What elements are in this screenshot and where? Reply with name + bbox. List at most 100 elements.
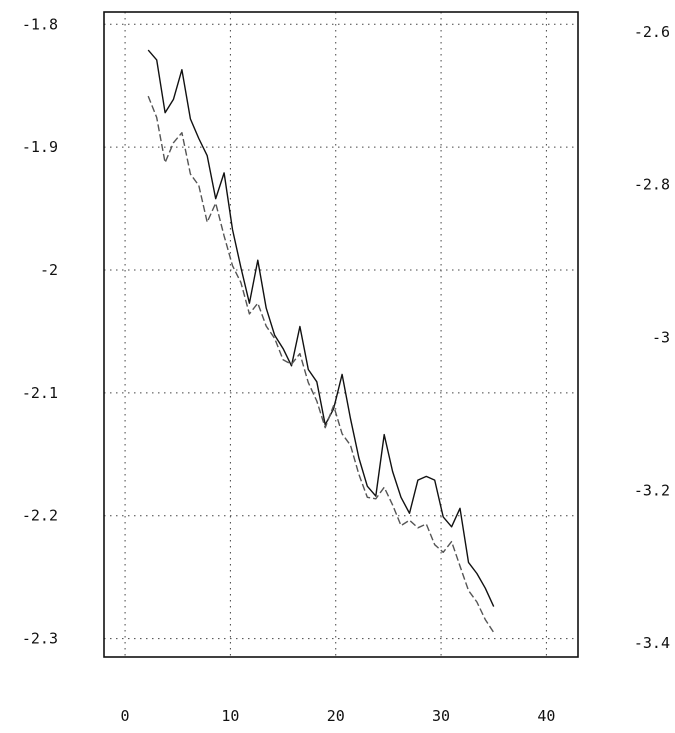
data-point (147, 95, 149, 97)
data-point (442, 551, 444, 553)
data-point (417, 527, 419, 529)
data-point (198, 137, 200, 139)
data-point (257, 259, 259, 261)
y-left-tick-label: -2.3 (22, 630, 58, 648)
data-point (248, 313, 250, 315)
y-right-tick-label: -3.2 (634, 481, 670, 499)
data-point (383, 433, 385, 435)
data-point (484, 618, 486, 620)
data-point (307, 368, 309, 370)
data-point (215, 202, 217, 204)
data-point (366, 485, 368, 487)
y-right-tick-label: -2.8 (634, 176, 670, 194)
data-point (408, 519, 410, 521)
data-point (434, 479, 436, 481)
data-point (341, 373, 343, 375)
x-tick-label: 20 (327, 707, 345, 725)
data-point (391, 504, 393, 506)
data-point (467, 589, 469, 591)
data-point (240, 266, 242, 268)
data-point (206, 221, 208, 223)
y-left-tick-label: -1.8 (22, 15, 58, 33)
data-point (223, 172, 225, 174)
grid (104, 12, 578, 657)
data-point (332, 404, 334, 406)
data-point (231, 228, 233, 230)
data-point (189, 118, 191, 120)
y-right-tick-label: -3.4 (634, 634, 670, 652)
data-point (383, 486, 385, 488)
data-point (442, 516, 444, 518)
data-point (459, 565, 461, 567)
data-point (290, 363, 292, 365)
series-layer (147, 49, 495, 633)
data-point (366, 496, 368, 498)
data-point (240, 281, 242, 283)
data-point (450, 540, 452, 542)
data-point (341, 433, 343, 435)
data-point (358, 457, 360, 459)
data-point (391, 470, 393, 472)
y-left-tick-label: -2.2 (22, 507, 58, 525)
data-point (299, 352, 301, 354)
y-left-tick-label: -1.9 (22, 138, 58, 156)
data-point (156, 59, 158, 61)
data-point (198, 184, 200, 186)
data-point (484, 587, 486, 589)
data-point (316, 381, 318, 383)
data-point (425, 523, 427, 525)
data-point (164, 161, 166, 163)
data-point (493, 605, 495, 607)
data-point (349, 418, 351, 420)
data-point (265, 325, 267, 327)
data-point (231, 265, 233, 267)
data-point (248, 302, 250, 304)
series-left-axis-solid-line (147, 49, 495, 607)
x-tick-label: 30 (432, 707, 450, 725)
data-point (282, 347, 284, 349)
data-point (299, 325, 301, 327)
data-point (189, 173, 191, 175)
data-point (476, 572, 478, 574)
data-point (467, 561, 469, 563)
data-point (147, 49, 149, 51)
data-point (316, 400, 318, 402)
data-point (307, 381, 309, 383)
data-point (223, 235, 225, 237)
data-point (358, 473, 360, 475)
data-point (164, 112, 166, 114)
data-point (156, 116, 158, 118)
data-point (273, 337, 275, 339)
y-left-tick-label: -2 (40, 261, 58, 279)
data-point (434, 544, 436, 546)
y-right-tick-label: -3 (652, 329, 670, 347)
series-right-axis-dashed-line (147, 95, 495, 633)
tick-labels: 0 10 20 30 40 -1.8 -1.9 -2 -2.1 -2.2 -2.3 -2.6 -2.8 -… (22, 15, 670, 725)
data-point (400, 524, 402, 526)
y-left-tick-label: -2.1 (22, 384, 58, 402)
data-point (172, 142, 174, 144)
plot-frame (103, 11, 579, 658)
x-tick-label: 0 (121, 707, 130, 725)
data-point (282, 359, 284, 361)
data-point (459, 507, 461, 509)
data-point (215, 198, 217, 200)
data-point (450, 526, 452, 528)
data-point (349, 444, 351, 446)
y-right-tick-label: -2.6 (634, 23, 670, 41)
data-point (408, 512, 410, 514)
data-point (400, 496, 402, 498)
data-point (476, 601, 478, 603)
x-tick-label: 40 (537, 707, 555, 725)
data-point (417, 479, 419, 481)
data-point (257, 302, 259, 304)
data-point (493, 631, 495, 633)
data-point (181, 132, 183, 134)
data-point (425, 475, 427, 477)
data-point (172, 98, 174, 100)
data-point (181, 69, 183, 71)
data-point (206, 155, 208, 157)
data-point (265, 307, 267, 309)
data-point (375, 498, 377, 500)
